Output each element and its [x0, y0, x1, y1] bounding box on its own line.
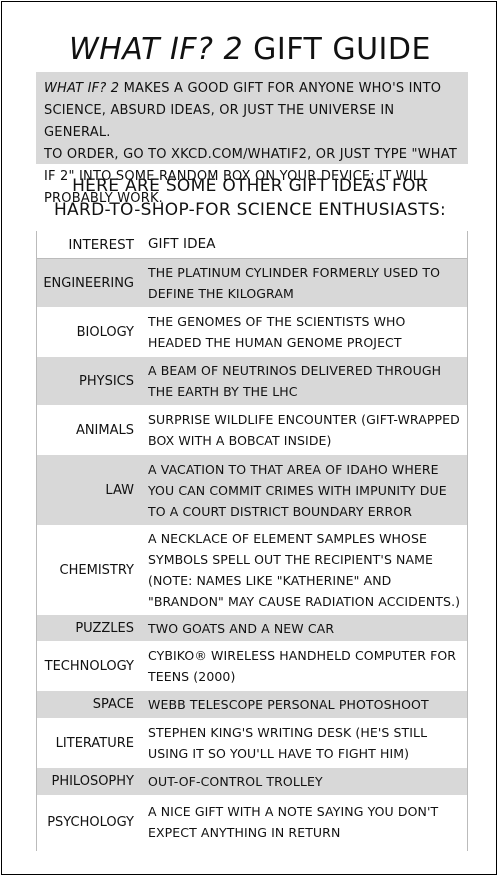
gift-table: Interest Gift Idea Engineering The plati… [36, 231, 468, 851]
gift-cell: A nice gift with a note saying you don't… [148, 804, 439, 840]
interest-cell: Chemistry [59, 562, 134, 578]
table-row: Animals Surprise wildlife encounter (gif… [37, 405, 467, 455]
table-row: Philosophy Out-of-control trolley [37, 768, 467, 795]
intro-box: What If? 2 makes a good gift for anyone … [36, 72, 468, 206]
interest-cell: Animals [75, 422, 134, 438]
interest-cell: Psychology [47, 814, 134, 830]
subheading-line-1: Here are some other gift ideas for [72, 176, 428, 196]
gift-cell: Cybiko® wireless handheld computer for t… [148, 648, 457, 684]
subheading: Here are some other gift ideas for hard-… [2, 174, 498, 222]
table-row: Literature Stephen King's writing desk (… [37, 718, 467, 768]
gift-cell: The genomes of the scientists who headed… [148, 314, 406, 350]
interest-cell: Philosophy [51, 774, 134, 789]
title-rest: Gift Guide [253, 32, 431, 67]
page-title: What If? 2 Gift Guide [2, 32, 498, 67]
gift-cell: Out-of-control trolley [148, 774, 323, 789]
intro-paragraph-1: What If? 2 makes a good gift for anyone … [44, 78, 462, 144]
table-row: Law A vacation to that area of Idaho whe… [37, 455, 467, 525]
table-row: Space Webb Telescope personal photoshoot [37, 691, 467, 718]
gift-cell: A beam of neutrinos delivered through th… [148, 363, 442, 399]
table-row: Puzzles Two goats and a new car [37, 615, 467, 641]
interest-cell: Technology [44, 658, 134, 674]
header-gift-idea: Gift Idea [148, 236, 216, 252]
table-row: Chemistry A necklace of element samples … [37, 525, 467, 615]
gift-cell: Surprise wildlife encounter (gift-wrappe… [148, 412, 460, 448]
title-book-name: What If? 2 [69, 32, 244, 67]
table-row: Physics A beam of neutrinos delivered th… [37, 357, 467, 405]
gift-cell: A necklace of element samples whose symb… [148, 531, 461, 609]
intro-paragraph-2: To order, go to xkcd.com/whatif2, or jus… [44, 147, 457, 206]
gift-cell: Webb Telescope personal photoshoot [148, 697, 429, 712]
header-interest: Interest [68, 236, 134, 253]
gift-cell: The platinum cylinder formerly used to d… [148, 265, 441, 301]
interest-cell: Puzzles [75, 620, 134, 636]
gift-cell: Two goats and a new car [148, 620, 335, 636]
subheading-line-2: hard-to-shop-for science enthusiasts: [53, 200, 447, 220]
table-row: Engineering The platinum cylinder former… [37, 259, 467, 307]
interest-cell: Physics [79, 373, 134, 389]
interest-cell: Law [105, 482, 134, 498]
interest-cell: Biology [76, 324, 134, 340]
gift-cell: Stephen King's writing desk (he's still … [148, 725, 428, 761]
interest-cell: Space [92, 697, 134, 712]
interest-cell: Engineering [43, 275, 134, 291]
table-row: Technology Cybiko® wireless handheld com… [37, 641, 467, 691]
table-header-row: Interest Gift Idea [37, 231, 467, 259]
gift-cell: A vacation to that area of Idaho where y… [148, 461, 447, 519]
intro-book-name: What If? 2 [44, 81, 120, 96]
interest-cell: Literature [55, 735, 134, 751]
intro-text-1: makes a good gift for anyone who's into … [44, 81, 442, 140]
table-row: Psychology A nice gift with a note sayin… [37, 795, 467, 849]
table-row: Biology The genomes of the scientists wh… [37, 307, 467, 357]
